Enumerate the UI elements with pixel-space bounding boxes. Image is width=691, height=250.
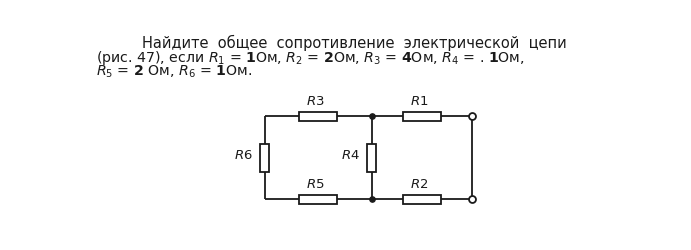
Text: $R2$: $R2$ — [410, 178, 429, 191]
Bar — [403, 195, 442, 204]
Text: $R5$: $R5$ — [307, 178, 325, 191]
Text: $R3$: $R3$ — [307, 94, 325, 108]
Bar — [367, 144, 376, 172]
Text: $R4$: $R4$ — [341, 149, 359, 162]
Text: (рис. 47), если $R_1$ = $\mathbf{1}$Ом, $R_2$ = $\mathbf{2}$Ом, $R_3$ = $\mathbf: (рис. 47), если $R_1$ = $\mathbf{1}$Ом, … — [95, 49, 524, 67]
Text: $R6$: $R6$ — [234, 149, 252, 162]
Bar — [403, 112, 442, 121]
Text: $R1$: $R1$ — [410, 94, 429, 108]
Text: $R_5$ = $\mathbf{2}$ Ом, $R_6$ = $\mathbf{1}$Ом.: $R_5$ = $\mathbf{2}$ Ом, $R_6$ = $\mathb… — [95, 64, 252, 80]
Text: Найдите  общее  сопротивление  электрической  цепи: Найдите общее сопротивление электрическо… — [142, 34, 567, 51]
Bar — [299, 112, 337, 121]
Bar — [299, 195, 337, 204]
Bar — [261, 144, 269, 172]
